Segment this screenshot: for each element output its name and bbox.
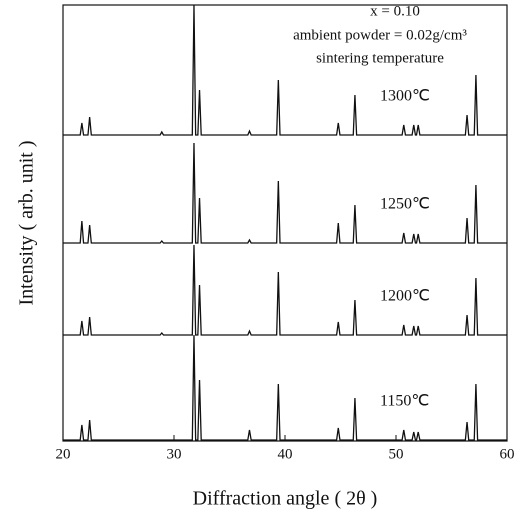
x-tick-label: 40 xyxy=(278,446,293,462)
y-axis-label: Intensity ( arb. unit ) xyxy=(16,141,38,306)
x-tick-label: 20 xyxy=(56,446,71,462)
plot-frame xyxy=(62,4,508,442)
xrd-trace xyxy=(63,4,507,136)
x-tick-label: 50 xyxy=(389,446,404,462)
trace-label: 1200℃ xyxy=(380,288,430,305)
xrd-trace xyxy=(63,142,507,244)
x-axis-label: Diffraction angle ( 2θ ) xyxy=(193,488,378,510)
annotation: ambient powder = 0.02g/cm³ xyxy=(293,27,467,43)
trace-label: 1300℃ xyxy=(380,88,430,105)
annotation: x = 0.10 xyxy=(370,3,420,19)
xrd-trace xyxy=(63,334,507,441)
trace-label: 1150℃ xyxy=(380,393,429,410)
annotation: sintering temperature xyxy=(316,50,444,66)
x-tick-label: 30 xyxy=(167,446,182,462)
trace-label: 1250℃ xyxy=(380,196,430,213)
xrd-trace xyxy=(63,244,507,336)
x-tick-label: 60 xyxy=(500,446,515,462)
